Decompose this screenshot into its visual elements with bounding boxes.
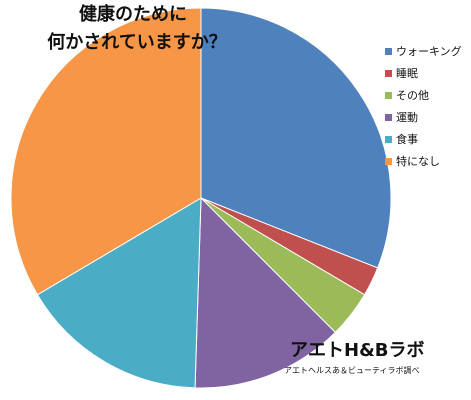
pie-slice-walking: [200, 7, 392, 269]
legend-item-walking: ウォーキング: [385, 40, 471, 62]
legend-item-exercise: 運動: [385, 106, 471, 128]
pie-slice-diet: [36, 197, 202, 389]
source-credit: アエトヘルスあ＆ビューティラボ調べ: [284, 366, 420, 375]
legend-label-sleep: 睡眠: [396, 67, 418, 80]
legend: ウォーキング 睡眠 その他 運動 食事 特になし: [385, 40, 471, 172]
legend-label-exercise: 運動: [396, 111, 418, 124]
chart-title-line-1: 健康のために: [79, 4, 187, 25]
legend-swatch-sleep: [385, 69, 392, 77]
legend-item-nothing: 特になし: [385, 150, 471, 172]
legend-item-other: その他: [385, 84, 471, 106]
pie-slices: [10, 7, 392, 389]
legend-item-diet: 食事: [385, 128, 471, 150]
pie-slice-exercise: [194, 196, 337, 389]
pie-slice-nothing: [10, 7, 202, 296]
legend-label-walking: ウォーキング: [396, 45, 462, 58]
legend-swatch-walking: [385, 47, 392, 55]
legend-swatch-other: [385, 91, 392, 99]
legend-swatch-diet: [385, 135, 392, 143]
legend-swatch-nothing: [385, 157, 392, 165]
legend-label-diet: 食事: [396, 133, 418, 146]
chart-title-line-2: 何かされていますか？: [47, 32, 227, 53]
legend-swatch-exercise: [385, 113, 392, 121]
legend-label-other: その他: [396, 89, 429, 102]
brand-watermark: アエトH&Bラボ: [290, 340, 425, 361]
legend-item-sleep: 睡眠: [385, 62, 471, 84]
legend-label-nothing: 特になし: [396, 155, 440, 168]
